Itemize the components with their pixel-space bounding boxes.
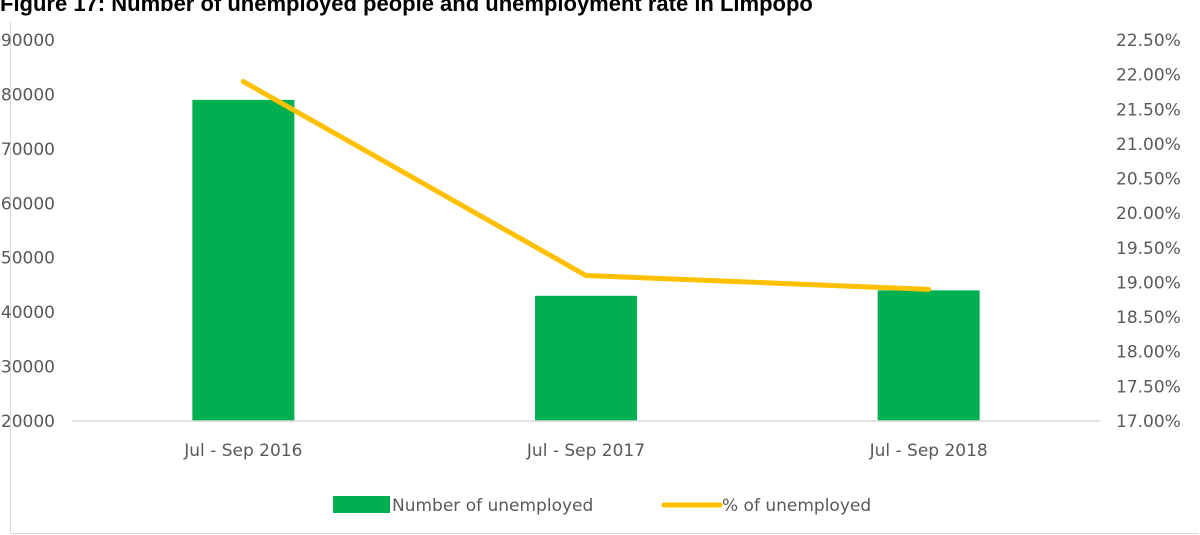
y2-tick-label: 19.50% (1116, 239, 1181, 259)
legend-label: % of unemployed (722, 496, 871, 516)
y-tick-label: 320000 (0, 412, 55, 432)
y-tick-label: 370000 (0, 140, 55, 160)
y-tick-label: 390000 (0, 31, 55, 51)
y2-tick-label: 17.00% (1116, 412, 1181, 432)
y2-tick-label: 22.50% (1116, 31, 1181, 51)
x-tick-label: Jul - Sep 2017 (526, 441, 645, 461)
y-tick-label: 340000 (0, 303, 55, 323)
y-tick-label: 350000 (0, 249, 55, 269)
x-tick-label: Jul - Sep 2018 (869, 441, 988, 461)
y-tick-label: 330000 (0, 358, 55, 378)
x-axis: Jul - Sep 2016 Jul - Sep 2017 Jul - Sep 20… (72, 420, 1100, 461)
chart-title: Figure 17: Number of unemployed people a… (0, 0, 813, 16)
y-tick-label: 360000 (0, 194, 55, 214)
y2-tick-label: 18.50% (1116, 308, 1181, 328)
legend-label: Number of unemployed (392, 496, 593, 516)
y-axis-right: 22.50% 22.00% 21.50% 21.00% 20.50% 20.00% 19.5… (1116, 31, 1181, 432)
legend-item-pct-unemployed: % of unemployed (661, 496, 871, 516)
y2-tick-label: 17.50% (1116, 377, 1181, 397)
y2-tick-label: 22.00% (1116, 66, 1181, 86)
line-path (240, 79, 932, 292)
y2-tick-label: 21.50% (1116, 100, 1181, 120)
line-series (240, 79, 932, 292)
bar (535, 295, 637, 421)
y2-tick-label: 20.50% (1116, 170, 1181, 190)
y2-tick-label: 19.00% (1116, 273, 1181, 293)
bar (877, 290, 980, 421)
chart-frame (10, 22, 1199, 534)
x-tick-label: Jul - Sep 2016 (183, 441, 302, 461)
y2-tick-label: 18.00% (1116, 343, 1181, 363)
y2-tick-label: 20.00% (1116, 204, 1181, 224)
legend: Number of unemployed % of unemployed (333, 496, 871, 516)
y-tick-label: 380000 (0, 85, 55, 105)
legend-swatch-bar (333, 496, 390, 513)
y-axis-left: 390000 380000 370000 360000 350000 340000 3300… (0, 31, 55, 432)
bar-series (192, 99, 980, 421)
y2-tick-label: 21.00% (1116, 135, 1181, 155)
bar (192, 99, 295, 421)
legend-item-number-of-unemployed: Number of unemployed (333, 496, 593, 516)
